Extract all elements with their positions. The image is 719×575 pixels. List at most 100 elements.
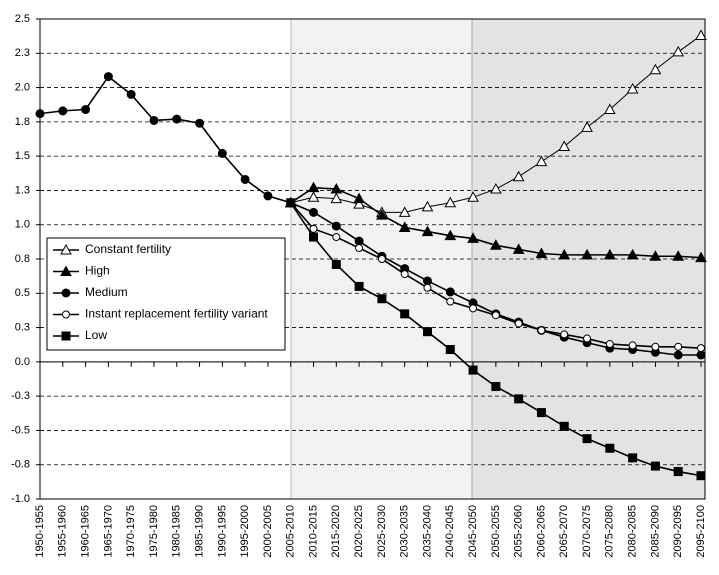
point bbox=[446, 297, 455, 306]
point bbox=[491, 311, 500, 320]
point bbox=[651, 342, 660, 351]
point bbox=[695, 251, 707, 263]
point bbox=[535, 247, 548, 259]
point bbox=[491, 382, 501, 392]
point bbox=[581, 248, 593, 260]
legend: Constant fertility High Medium Instant repl… bbox=[46, 237, 286, 351]
point bbox=[421, 200, 434, 212]
point bbox=[581, 121, 593, 132]
point bbox=[536, 408, 546, 418]
x-tick-label: 1950-1955 bbox=[34, 505, 46, 558]
point bbox=[307, 191, 320, 202]
point bbox=[172, 114, 182, 124]
x-tick-label: 2080-2085 bbox=[627, 505, 639, 558]
point bbox=[62, 310, 70, 319]
point bbox=[422, 276, 432, 286]
legend-label: Medium bbox=[85, 285, 128, 299]
point bbox=[649, 63, 662, 75]
x-tick-label: 2085-2090 bbox=[649, 505, 661, 558]
y-tick-label: 2.0 bbox=[15, 81, 30, 93]
point bbox=[330, 192, 343, 204]
y-tick-label: 0.8 bbox=[15, 253, 30, 265]
point bbox=[558, 248, 571, 260]
point bbox=[490, 239, 502, 250]
x-tick-label: 1995-2000 bbox=[239, 505, 251, 558]
y-tick-label: 0.5 bbox=[15, 287, 30, 299]
point bbox=[673, 467, 683, 477]
point bbox=[537, 326, 546, 335]
x-tick-label: 2075-2080 bbox=[604, 505, 616, 558]
point bbox=[603, 103, 616, 115]
point bbox=[58, 106, 68, 116]
x-tick-label: 2000-2005 bbox=[262, 505, 274, 558]
point bbox=[469, 304, 478, 313]
point bbox=[354, 236, 364, 246]
point bbox=[468, 365, 478, 375]
y-tick-label: -0.3 bbox=[11, 390, 30, 402]
legend-label: Low bbox=[85, 328, 107, 342]
x-tick-label: 1985-1990 bbox=[193, 505, 205, 558]
y-tick-label: 2.5 bbox=[15, 13, 30, 25]
point bbox=[673, 350, 683, 360]
point bbox=[628, 341, 637, 350]
point bbox=[331, 259, 341, 269]
point bbox=[398, 221, 411, 232]
point bbox=[353, 192, 365, 204]
x-tick-label: 1990-1995 bbox=[216, 505, 228, 558]
point bbox=[126, 89, 136, 99]
point bbox=[628, 453, 638, 463]
x-tick-label: 1975-1980 bbox=[148, 505, 160, 558]
point bbox=[195, 118, 205, 128]
point bbox=[354, 281, 364, 291]
x-tick-label: 2045-2050 bbox=[467, 505, 479, 558]
point bbox=[583, 334, 592, 343]
y-tick-label: 2.3 bbox=[15, 47, 30, 59]
x-tick-label: 2040-2045 bbox=[444, 505, 456, 558]
point bbox=[376, 209, 388, 220]
point bbox=[535, 155, 548, 167]
point bbox=[445, 287, 455, 297]
point bbox=[377, 294, 387, 304]
point bbox=[559, 421, 569, 431]
y-tick-label: 1.3 bbox=[15, 184, 30, 196]
point bbox=[309, 224, 318, 233]
y-tick-label: -1.0 bbox=[11, 493, 30, 505]
x-tick-label: 1960-1965 bbox=[79, 505, 91, 558]
point bbox=[307, 181, 320, 193]
point bbox=[672, 45, 685, 57]
x-tick-label: 1955-1960 bbox=[57, 505, 69, 558]
y-tick-label: 1.8 bbox=[15, 116, 30, 128]
point bbox=[649, 250, 662, 261]
point bbox=[512, 243, 525, 254]
point bbox=[330, 183, 343, 194]
point bbox=[423, 283, 432, 292]
point bbox=[61, 288, 71, 298]
x-tick-label: 1970-1975 bbox=[125, 505, 137, 558]
point bbox=[674, 342, 683, 351]
point bbox=[695, 29, 707, 40]
point bbox=[398, 206, 411, 217]
x-tick-label: 2090-2095 bbox=[672, 505, 684, 558]
point bbox=[309, 207, 319, 217]
point bbox=[626, 82, 639, 94]
point bbox=[217, 148, 227, 158]
y-tick-label: 1.0 bbox=[15, 219, 30, 231]
x-tick-label: 2050-2055 bbox=[490, 505, 502, 558]
grid bbox=[36, 18, 705, 500]
series-lines bbox=[35, 29, 707, 481]
x-tick-label: 2095-2100 bbox=[695, 505, 707, 558]
point bbox=[560, 330, 569, 339]
point bbox=[672, 250, 685, 261]
legend-label: Constant fertility bbox=[85, 242, 171, 256]
legend-box bbox=[46, 237, 286, 351]
point bbox=[626, 248, 639, 260]
x-tick-label: 2060-2065 bbox=[535, 505, 547, 558]
point bbox=[149, 115, 159, 125]
x-tick-label: 2010-2015 bbox=[307, 505, 319, 558]
point bbox=[696, 350, 706, 360]
y-tick-label: -0.5 bbox=[11, 424, 30, 436]
point bbox=[60, 265, 72, 276]
x-tick-label: 2035-2040 bbox=[421, 505, 433, 558]
point bbox=[332, 233, 341, 242]
x-tick-label: 1965-1970 bbox=[102, 505, 114, 558]
